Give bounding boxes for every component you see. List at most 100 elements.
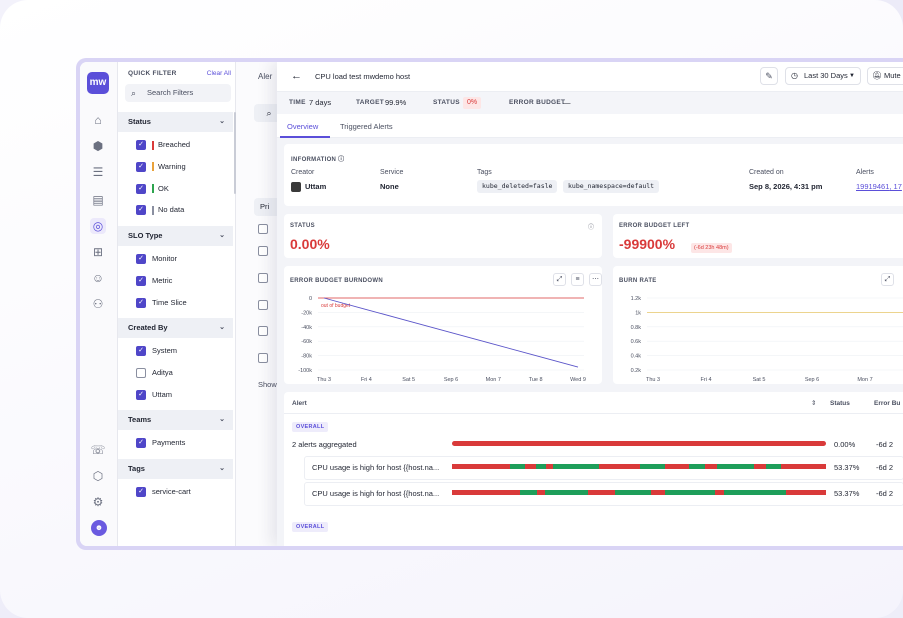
filter-group-header[interactable]: Tags ⌄ <box>118 459 233 479</box>
filter-checkbox[interactable] <box>136 367 146 378</box>
alert-row-name[interactable]: CPU usage is high for host {{host.na... <box>312 489 440 498</box>
row-checkbox[interactable] <box>258 353 268 363</box>
alert-row-status: 53.37% <box>834 463 860 472</box>
filter-option[interactable]: ✓ Monitor <box>136 253 177 265</box>
filter-group-header[interactable]: Status ⌄ <box>118 112 233 132</box>
row-checkbox[interactable] <box>258 246 268 256</box>
priority-button[interactable]: Pri <box>254 198 284 216</box>
package-icon[interactable]: ⬡ <box>92 469 104 483</box>
filter-icon[interactable]: ≡ <box>571 273 584 286</box>
filter-checkbox[interactable]: ✓ <box>136 297 146 308</box>
user-avatar[interactable]: ☻ <box>91 520 107 536</box>
series-line <box>323 297 579 368</box>
status-bar-segment <box>774 490 786 495</box>
burndown-caption: ERROR BUDGET BURNDOWN <box>290 278 383 284</box>
filter-group-header[interactable]: Teams ⌄ <box>118 410 233 430</box>
time-range-select[interactable]: ◷ Last 30 Days ▼ <box>785 67 861 85</box>
filter-checkbox[interactable]: ✓ <box>136 487 146 498</box>
filter-scrollbar[interactable] <box>234 112 236 194</box>
infrastructure-icon[interactable]: ⬢ <box>92 139 104 153</box>
filter-checkbox[interactable]: ✓ <box>136 183 146 194</box>
filter-option[interactable]: ✓ service-cart <box>136 486 191 498</box>
filter-option[interactable]: ✓ OK <box>136 183 169 195</box>
expand-icon[interactable]: ⤢ <box>553 273 566 286</box>
filter-group-header[interactable]: SLO Type ⌄ <box>118 226 233 246</box>
status-bar-segment <box>760 490 774 495</box>
status-column-header[interactable]: Status <box>830 400 850 407</box>
status-bar-segment <box>697 490 707 495</box>
clock-icon: ◷ <box>791 71 798 80</box>
bot-icon[interactable]: ☺ <box>91 271 105 285</box>
y-tick-label: -80k <box>301 354 312 360</box>
alerts-link[interactable]: 19919461, 17 <box>856 182 902 191</box>
x-tick-label: Fri 4 <box>701 377 712 383</box>
alert-row-status-bar <box>452 464 826 469</box>
status-bar-segment <box>689 490 697 495</box>
filter-group-header[interactable]: Created By ⌄ <box>118 318 233 338</box>
reports-icon[interactable]: ▤ <box>92 193 104 207</box>
status-bar-segment <box>558 464 565 469</box>
aggregate-status-bar <box>452 441 826 446</box>
filter-option[interactable]: ✓ Warning <box>136 161 186 173</box>
status-bar-segment <box>645 464 654 469</box>
error-budget-column-header[interactable]: Error Bu <box>874 400 901 407</box>
filter-checkbox[interactable]: ✓ <box>136 389 146 400</box>
expand-icon[interactable]: ⤢ <box>881 273 894 286</box>
back-arrow-icon[interactable]: ← <box>291 70 302 82</box>
clear-all-button[interactable]: Clear All <box>206 70 231 77</box>
filter-option[interactable]: ✓ No data <box>136 204 184 216</box>
alerts-table-header: Alert ⇕ Status Error Bu <box>284 392 903 414</box>
mute-button[interactable]: 🔕︎ Mute S <box>867 67 903 85</box>
filter-checkbox[interactable]: ✓ <box>136 254 146 265</box>
status-bar-segment <box>786 490 826 495</box>
alert-row-name[interactable]: CPU usage is high for host {{host.na... <box>312 463 440 472</box>
status-bar-segment <box>588 490 599 495</box>
status-bar-segment <box>643 490 651 495</box>
edit-button[interactable]: ✎ <box>760 67 778 85</box>
burndown-chart: 0 -20k -40k -60k -80k -100k Thu 3 Fri 4 Sat 5 Sep… <box>298 296 586 383</box>
filter-option[interactable]: ✓ Breached <box>136 139 190 151</box>
alerts-label: Alerts <box>856 169 874 176</box>
row-checkbox[interactable] <box>258 300 268 310</box>
home-icon[interactable]: ⌂ <box>94 113 102 127</box>
logs-icon[interactable]: ☰ <box>92 165 104 179</box>
tab-triggered-alerts[interactable]: Triggered Alerts <box>340 122 393 131</box>
time-value: 7 days <box>309 98 332 107</box>
row-checkbox[interactable] <box>258 224 268 234</box>
filter-option[interactable]: ✓ Time Slice <box>136 297 187 309</box>
y-tick-label: 1.2k <box>631 296 642 302</box>
filter-checkbox[interactable]: ✓ <box>136 140 146 151</box>
search-filters-input[interactable]: ⌕ Search Filters <box>125 84 231 102</box>
row-checkbox[interactable] <box>258 273 268 283</box>
dashboards-icon[interactable]: ⊞ <box>92 245 104 259</box>
filter-option[interactable]: ✓ Uttam <box>136 389 172 401</box>
filter-option[interactable]: ✓ Payments <box>136 437 185 449</box>
filter-option[interactable]: Aditya <box>136 367 173 379</box>
users-icon[interactable]: ⚇ <box>92 297 104 311</box>
tab-overview[interactable]: Overview <box>287 122 319 131</box>
filter-checkbox[interactable]: ✓ <box>136 438 146 449</box>
support-icon[interactable]: ☏ <box>90 443 106 457</box>
quick-filter-panel: QUICK FILTER Clear All ⌕ Search Filters … <box>118 62 236 546</box>
alert-column-header[interactable]: Alert <box>292 400 307 407</box>
status-bar-segment <box>762 464 766 469</box>
filter-checkbox[interactable]: ✓ <box>136 346 146 357</box>
settings-icon[interactable]: ⚙ <box>92 495 104 509</box>
filter-option[interactable]: ✓ Metric <box>136 275 172 287</box>
filter-option[interactable]: ✓ System <box>136 345 177 357</box>
alerts-icon[interactable]: ◎ <box>90 218 106 234</box>
sort-icon[interactable]: ⇕ <box>811 400 817 407</box>
filter-checkbox[interactable]: ✓ <box>136 161 146 172</box>
y-tick-label: 0 <box>309 296 312 302</box>
filter-checkbox[interactable]: ✓ <box>136 205 146 216</box>
list-search-icon[interactable]: ⌕ <box>254 104 284 122</box>
row-checkbox[interactable] <box>258 326 268 336</box>
alerts-tab[interactable]: Aler <box>258 72 273 81</box>
y-tick-label: 0.2k <box>631 368 642 374</box>
y-tick-label: 0.4k <box>631 354 642 360</box>
more-icon[interactable]: ⋯ <box>589 273 602 286</box>
filter-checkbox[interactable]: ✓ <box>136 275 146 286</box>
logo-icon[interactable]: mw <box>87 72 109 94</box>
drawer-header: ← CPU load test mwdemo host ✎ ◷ Last 30 … <box>277 62 903 92</box>
filter-option-label: Payments <box>152 438 186 447</box>
